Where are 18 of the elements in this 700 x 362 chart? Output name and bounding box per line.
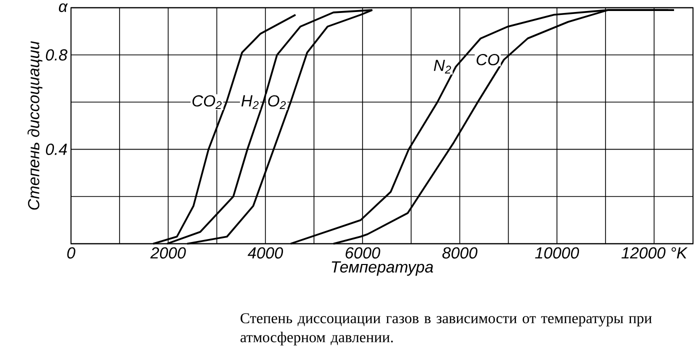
series-label: O$_{2}$ [268,95,286,110]
x-axis-title: Температура [332,262,434,276]
y-tick-label: α [58,3,68,12]
x-tick-label: 12000 °K [622,247,688,259]
text: Степень диссоциации газов в зависимости от температуры при атмосферном давлении. [240,313,652,346]
x-tick-label: 2000 [150,247,186,259]
x-tick-label: 4000 [248,247,284,259]
y-tick-label: 0.8 [46,49,68,61]
series-label: CO [476,54,500,66]
x-tick-label: 0 [67,247,76,259]
y-axis-title: Степень диссоциации [28,41,42,210]
series-label: H$_{2}$ [241,95,259,110]
x-tick-label: 10000 [535,247,580,259]
x-tick-label: 8000 [442,247,478,259]
x-tick-label: 6000 [346,247,380,259]
series-label: CO$_{2}$ [192,95,222,110]
y-tick-label: 0.4 [46,144,67,156]
series-label: N$_{2}$ [434,60,452,74]
